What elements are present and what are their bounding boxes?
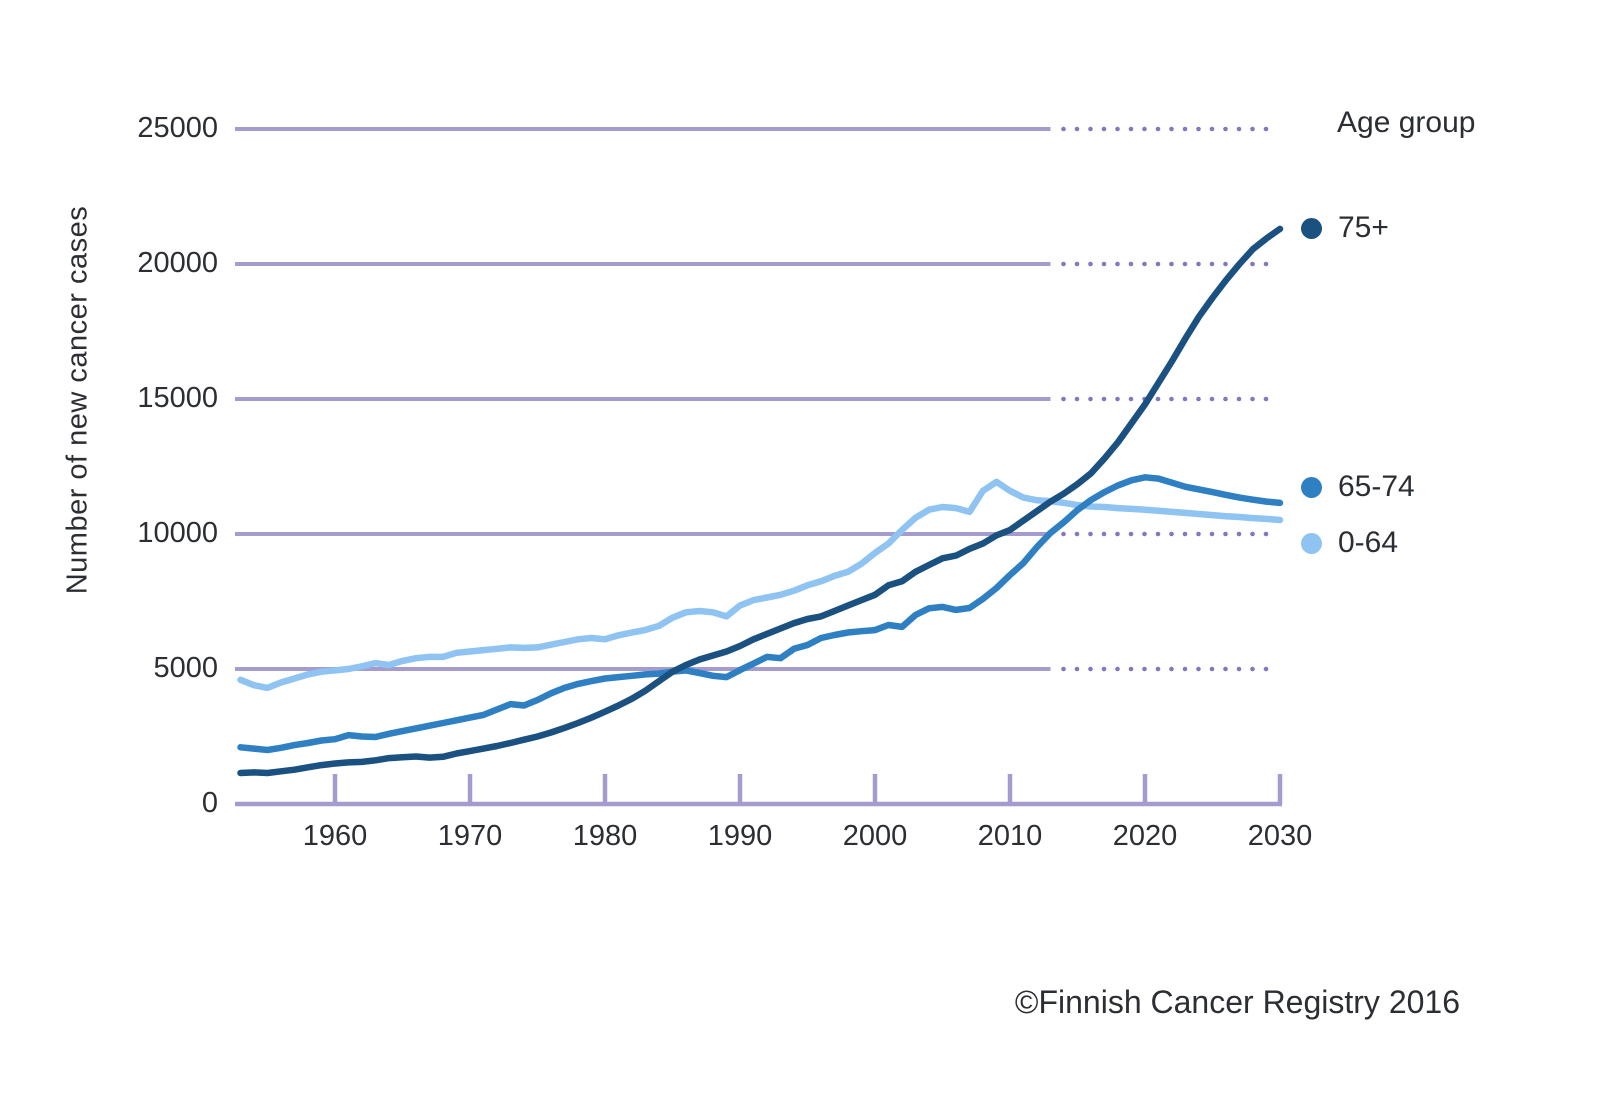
- series-line-65-74: [237, 474, 1284, 754]
- x-tick-label-1970: 1970: [437, 820, 503, 852]
- legend-title: Age group: [1337, 106, 1476, 139]
- copyright-text: ©Finnish Cancer Registry 2016: [1014, 984, 1460, 1020]
- legend-dot-75plus-icon: [1301, 217, 1322, 239]
- legend-item-75plus: 75+: [1301, 211, 1389, 244]
- x-tick-label-1990: 1990: [707, 820, 773, 852]
- legend-dot-0-64-icon: [1301, 532, 1322, 554]
- legend-label-0-64: 0-64: [1338, 526, 1399, 559]
- y-tick-label-10000: 10000: [137, 517, 218, 549]
- x-tick-label-2020: 2020: [1112, 820, 1178, 852]
- legend-label-75plus: 75+: [1338, 211, 1389, 244]
- x-tick-label-1980: 1980: [572, 820, 638, 852]
- y-tick-label-15000: 15000: [137, 382, 218, 414]
- x-tick-label-2030: 2030: [1247, 820, 1313, 852]
- x-tick-label-2000: 2000: [842, 820, 908, 852]
- y-tick-label-0: 0: [201, 787, 218, 819]
- legend-item-65-74: 65-74: [1301, 470, 1415, 503]
- x-tick-label-2010: 2010: [977, 820, 1043, 852]
- y-tick-label-5000: 5000: [153, 652, 218, 684]
- legend-item-0-64: 0-64: [1301, 526, 1399, 559]
- y-tick-label-25000: 25000: [137, 112, 218, 144]
- series-line-75+: [237, 225, 1284, 777]
- legend-label-65-74: 65-74: [1338, 470, 1415, 503]
- series-line-0-64: [237, 478, 1284, 692]
- legend-dot-65-74-icon: [1301, 476, 1322, 498]
- x-tick-label-1960: 1960: [302, 820, 368, 852]
- y-tick-label-20000: 20000: [137, 247, 218, 279]
